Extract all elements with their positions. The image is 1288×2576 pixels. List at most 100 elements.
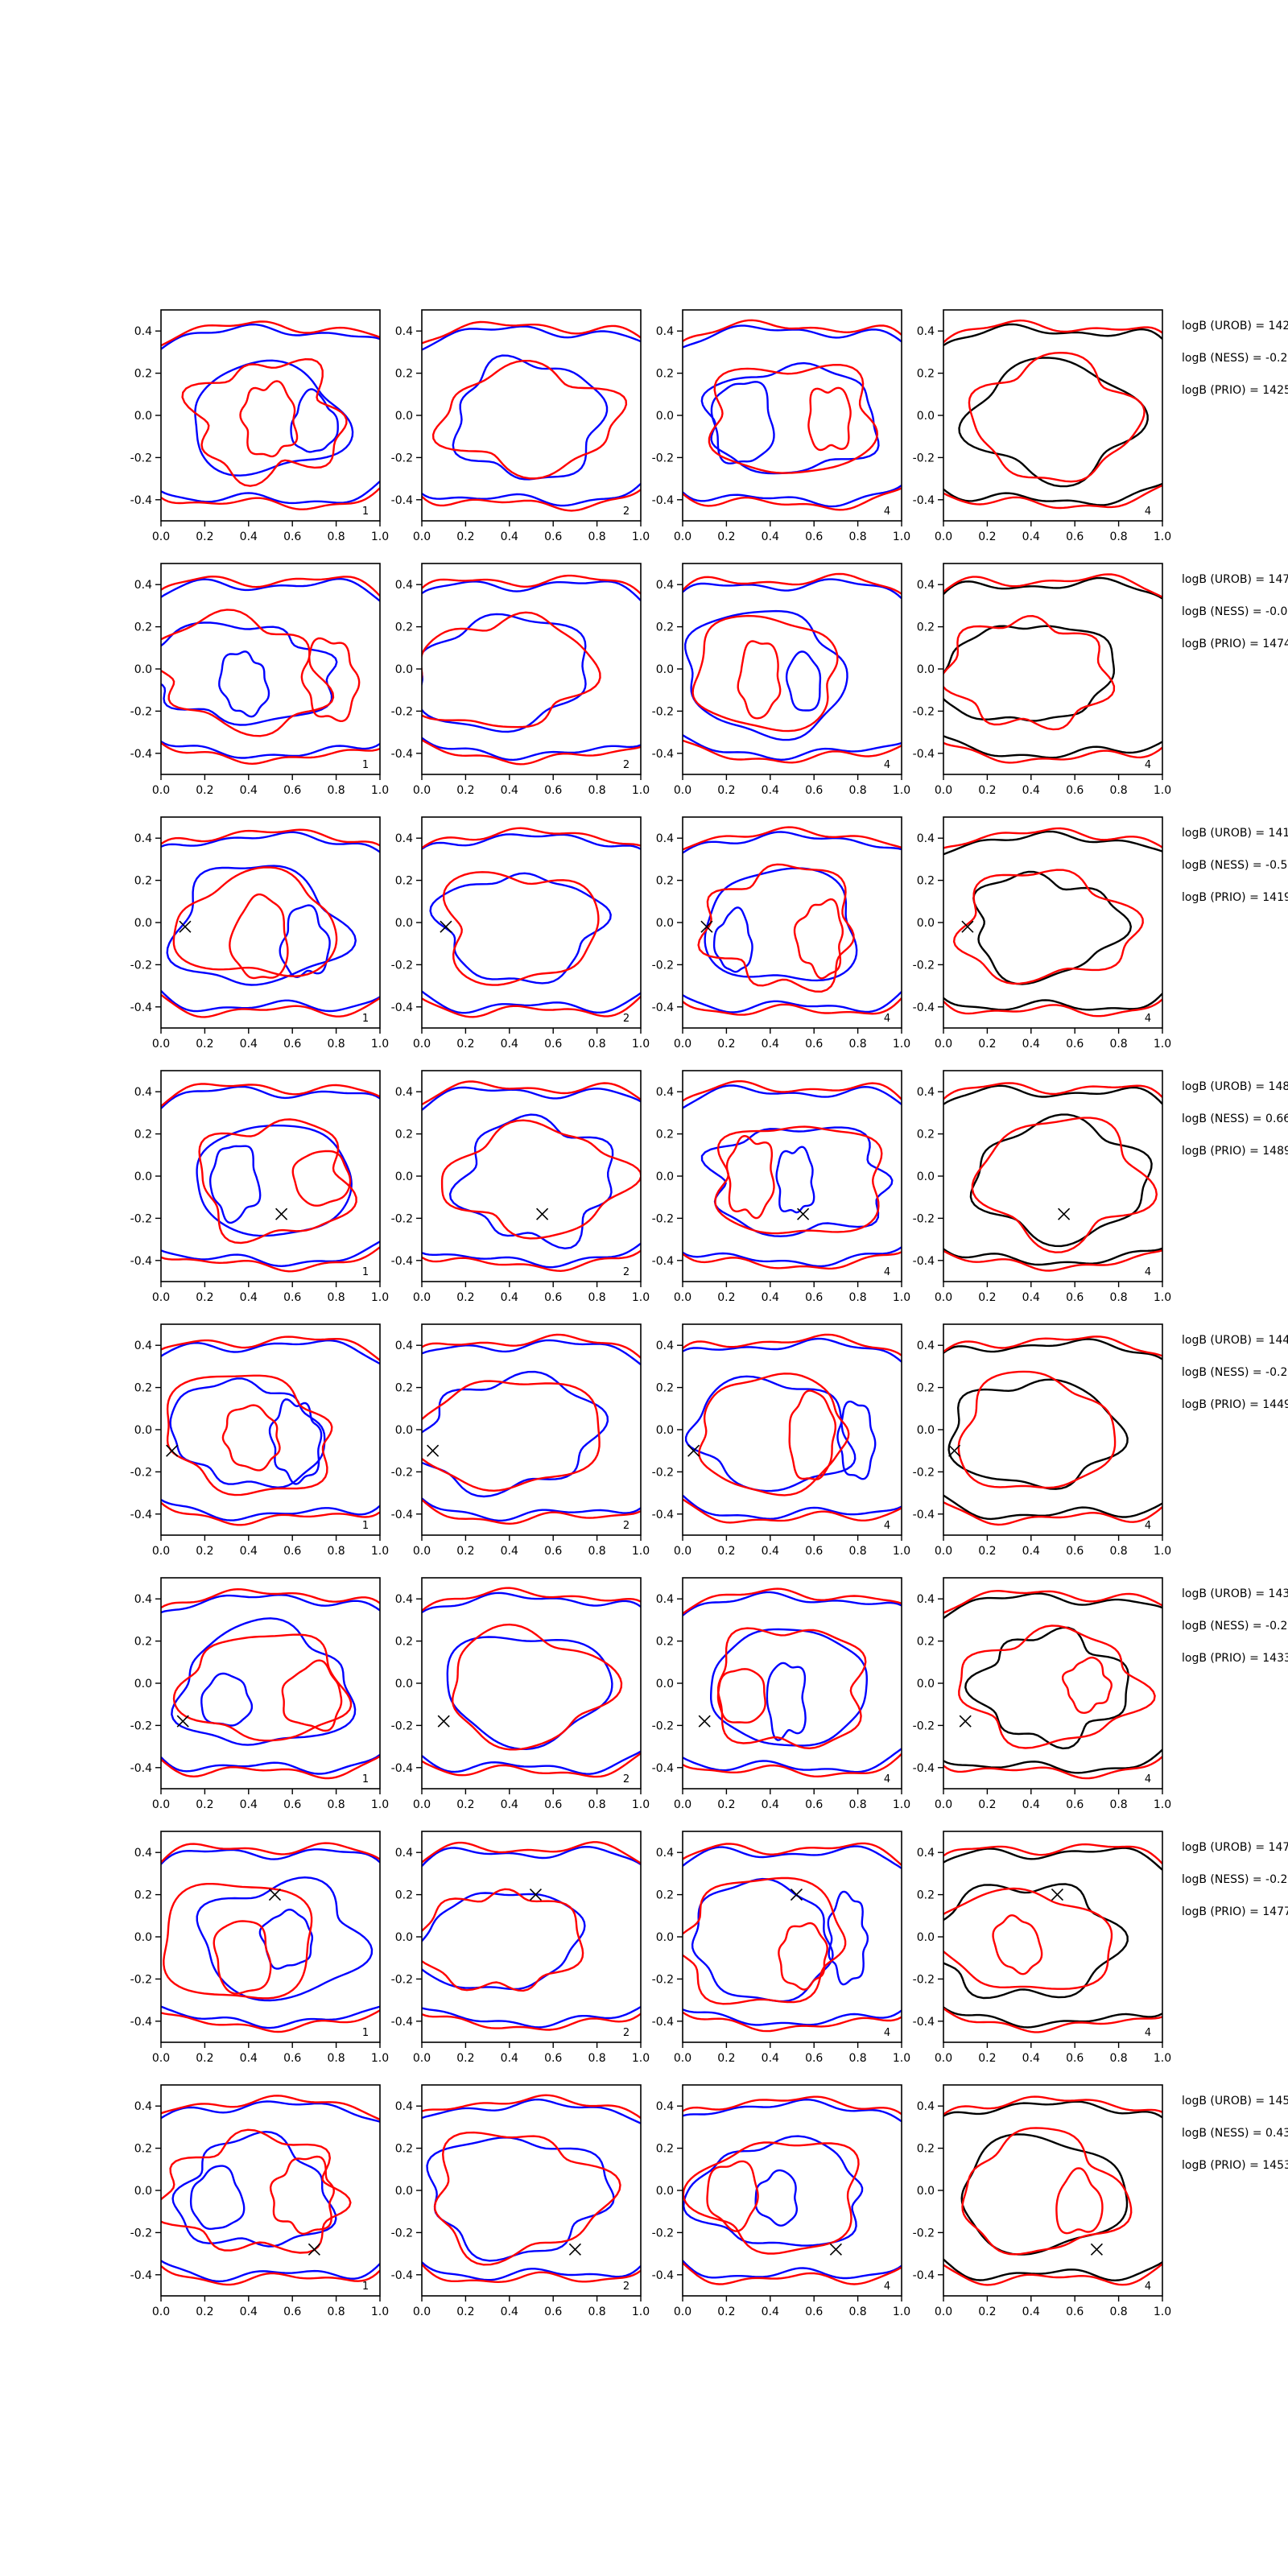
y-tick-label: -0.4 (652, 1762, 674, 1775)
panel-label: 1 (362, 1013, 369, 1025)
contour-line (691, 614, 839, 733)
x-tick-label: 0.4 (762, 784, 779, 797)
x-tick-label: 0.4 (1022, 530, 1040, 543)
x-tick-label: 0.2 (978, 530, 996, 543)
y-tick-label: -0.2 (913, 1973, 935, 1986)
x-tick-label: 0.6 (1066, 530, 1084, 543)
x-tick-label: 0.6 (1066, 1545, 1084, 1558)
contour-line (683, 2260, 902, 2280)
x-marker (179, 920, 192, 933)
contour-line (422, 1888, 584, 1992)
contour-panel: 0.0 0.2 0.4 0.6 0.8 1.0 0.4 0.2 0.0 -0.2 -0.4 2 (391, 563, 650, 797)
contour-line (943, 735, 1162, 759)
x-tick-label: 0.2 (717, 2306, 735, 2318)
x-tick-label: 0.0 (152, 1291, 170, 1304)
contour-line (268, 1398, 323, 1485)
y-tick-label: 0.4 (134, 1086, 152, 1099)
y-tick-label: 0.0 (395, 2185, 413, 2198)
x-tick-label: 0.4 (501, 784, 518, 797)
axes-frame (682, 563, 902, 775)
contour-line (422, 827, 641, 849)
contour-line (683, 2011, 902, 2033)
contour-line (161, 1246, 380, 1273)
contour-line (422, 739, 641, 766)
contour-line (213, 1920, 272, 1995)
y-tick-label: 0.4 (917, 832, 935, 845)
y-tick-label: -0.4 (130, 2016, 152, 2029)
contour-line (683, 1876, 847, 2005)
y-tick-label: 0.2 (395, 2143, 413, 2156)
contour-line (943, 1756, 1162, 1780)
contour-line (737, 640, 782, 720)
figure-row: 0.0 0.2 0.4 0.6 0.8 1.00.40.20.0-0.2-0.410.0 0… (130, 1577, 1288, 1811)
contour-lines (161, 2095, 380, 2286)
x-tick-label: 0.0 (152, 2052, 170, 2065)
x-tick-label: 1.0 (1154, 2052, 1171, 2065)
y-tick-label: 0.0 (395, 410, 413, 423)
contour-line (943, 2263, 1162, 2286)
contour-line (166, 1374, 333, 1496)
y-tick-label: 0.4 (917, 325, 935, 338)
y-tick-label: -0.4 (391, 1255, 413, 1268)
x-tick-label: 0.0 (152, 1545, 170, 1558)
y-tick-label: -0.4 (130, 748, 152, 761)
x-tick-label: 0.0 (413, 1291, 431, 1304)
y-tick-label: 0.0 (917, 2185, 935, 2198)
contour-line (683, 1337, 902, 1363)
axes-frame (943, 309, 1163, 522)
panel-label: 2 (623, 1520, 630, 1532)
x-tick-label: 0.4 (762, 1291, 779, 1304)
contour-panel: 0.0 0.2 0.4 0.6 0.8 1.0 0.4 0.2 0.0 -0.2 -0.4 4 (652, 1323, 910, 1558)
x-tick-label: 0.2 (978, 2052, 996, 2065)
y-tick-label: 0.4 (656, 325, 674, 338)
y-tick-label: 0.4 (656, 1086, 674, 1099)
x-tick-label: 0.6 (283, 1291, 301, 1304)
y-tick-label: -0.2 (130, 705, 152, 718)
y-tick-label: 0.4 (656, 2100, 674, 2113)
contour-line (422, 1752, 641, 1778)
contour-line (189, 2165, 246, 2231)
contour-line (943, 1335, 1162, 1357)
y-tick-label: 0.4 (917, 1593, 935, 1606)
contour-lines (683, 1842, 902, 2033)
axes-frame (682, 1831, 902, 2043)
contour-line (683, 2098, 902, 2123)
contour-panel: 0.0 0.2 0.4 0.6 0.8 1.0 0.4 0.2 0.0 -0.2 -0.4 2 (391, 816, 650, 1051)
y-tick-label: -0.2 (391, 1719, 413, 1732)
x-tick-label: 0.8 (327, 784, 345, 797)
contour-panel: 0.0 0.2 0.4 0.6 0.8 1.0 0.4 0.2 0.0 -0.2 -0.4 4 (913, 1831, 1171, 2065)
contour-line (943, 1887, 1113, 1990)
x-marker (1051, 1889, 1064, 1901)
x-tick-label: 1.0 (632, 2306, 650, 2318)
panel-label: 4 (1145, 1013, 1151, 1025)
x-tick-label: 0.8 (1109, 1545, 1127, 1558)
y-tick-label: -0.4 (391, 1509, 413, 1521)
contour-panel: 0.0 0.2 0.4 0.6 0.8 1.0 0.4 0.2 0.0 -0.2 -0.4 2 (391, 1831, 650, 2065)
logb-annotation: logB (PRIO) = 1489 (1182, 1145, 1288, 1158)
contour-line (683, 1080, 902, 1102)
contour-line (964, 1626, 1129, 1750)
contour-lines (943, 1843, 1162, 2033)
x-tick-label: 1.0 (632, 1545, 650, 1558)
x-marker (437, 1715, 450, 1728)
logb-annotation: logB (PRIO) = 1453 (1182, 2159, 1288, 2172)
contour-line (290, 388, 339, 453)
y-tick-label: 0.0 (134, 2185, 152, 2198)
contour-line (161, 621, 338, 726)
contour-line (712, 906, 753, 973)
y-tick-label: 0.0 (134, 1931, 152, 1944)
axes-frame (943, 1323, 1163, 1536)
y-tick-label: 0.4 (134, 2100, 152, 2113)
contour-line (683, 2262, 902, 2285)
logb-annotation: logB (PRIO) = 1449 (1182, 1398, 1288, 1411)
figure-row: 0.0 0.2 0.4 0.6 0.8 1.00.40.20.0-0.2-0.410.0 0… (130, 816, 1288, 1051)
y-tick-label: 0.4 (134, 579, 152, 592)
contour-line (422, 2264, 641, 2284)
contour-line (683, 739, 902, 764)
contour-line (161, 1499, 380, 1521)
x-tick-label: 1.0 (632, 1291, 650, 1304)
axes-frame (943, 1577, 1163, 1790)
y-tick-label: -0.4 (130, 1762, 152, 1775)
contour-lines (422, 827, 641, 1018)
y-tick-label: 0.2 (917, 368, 935, 381)
